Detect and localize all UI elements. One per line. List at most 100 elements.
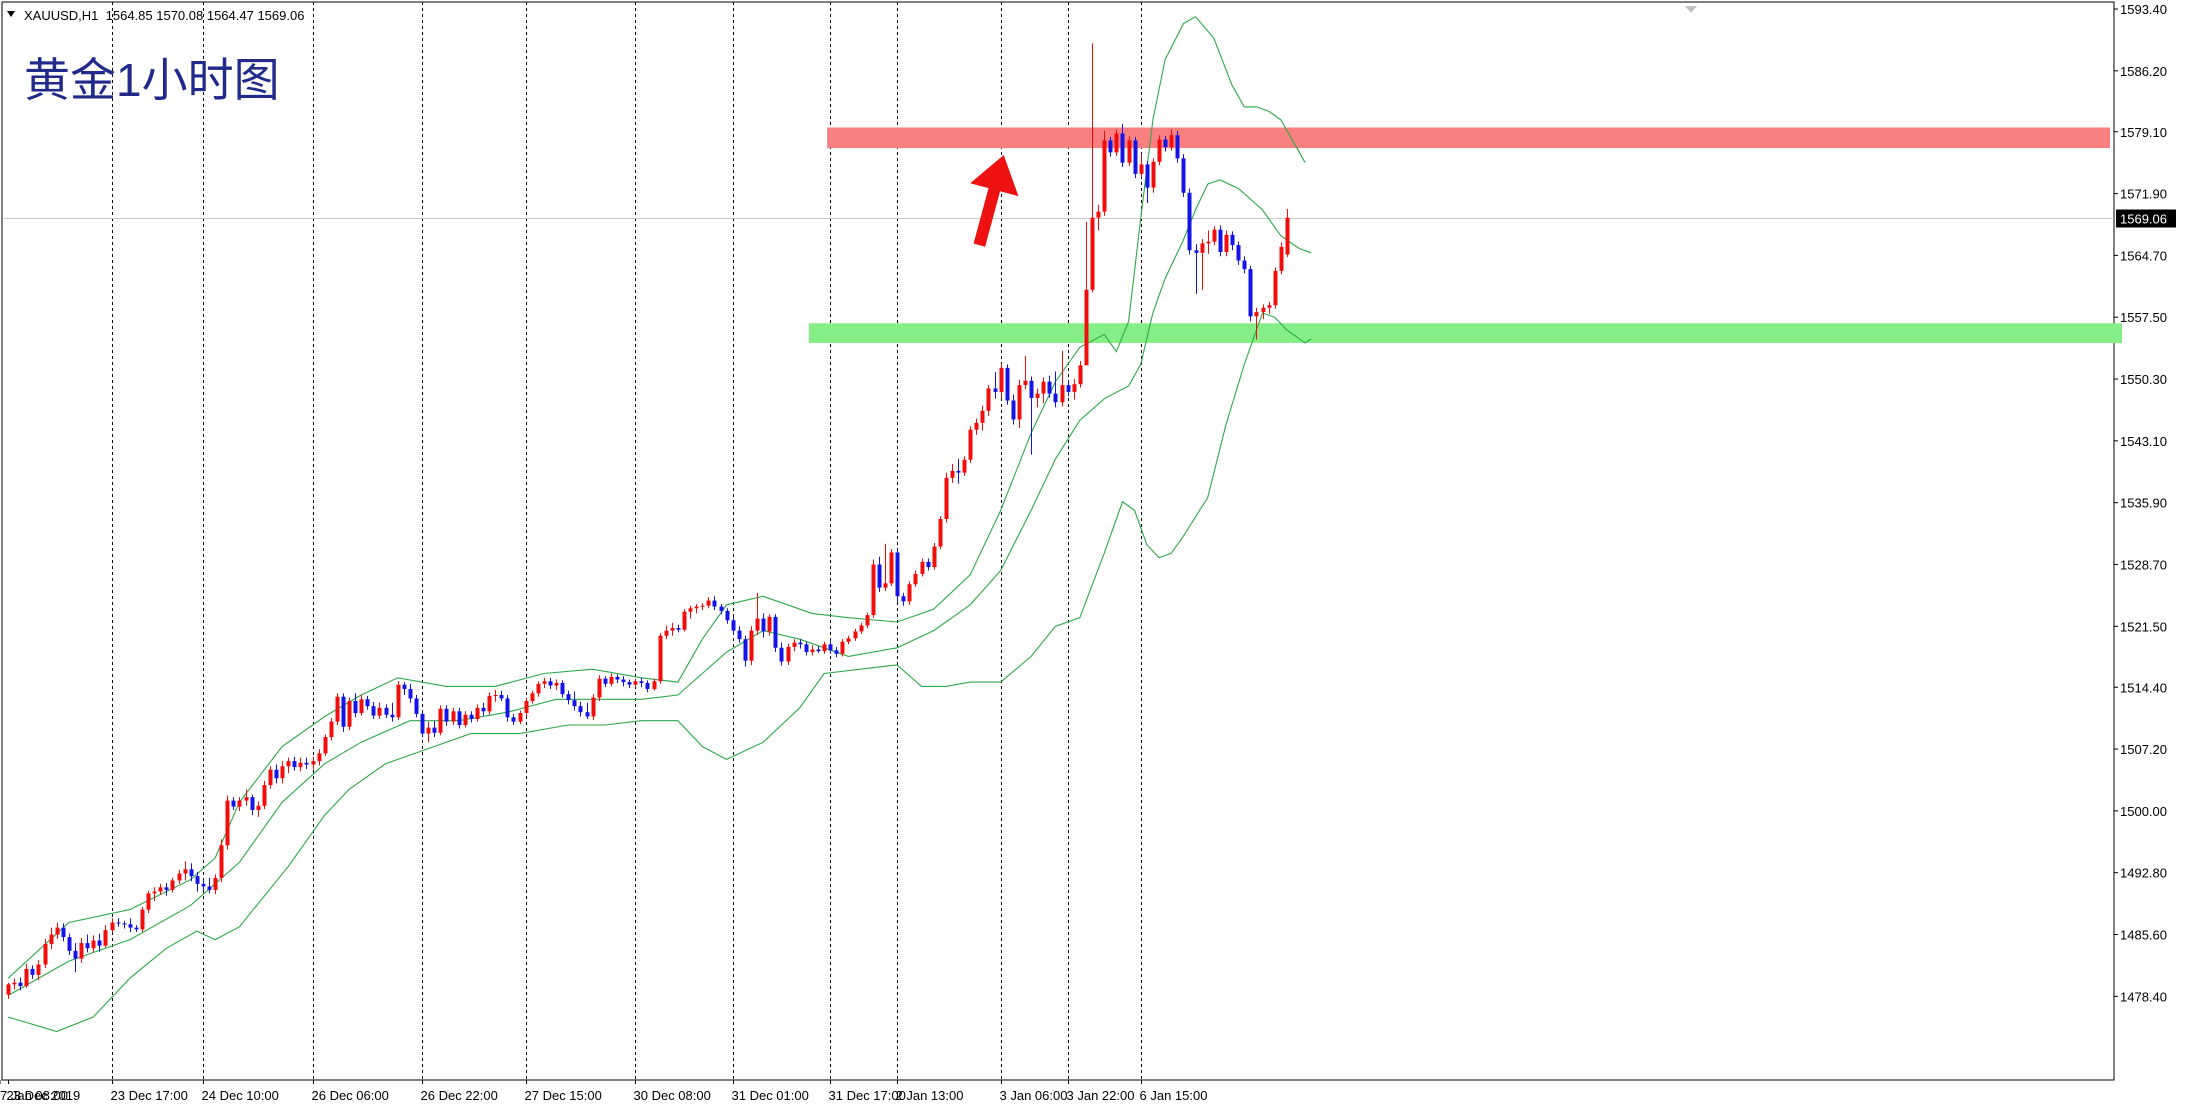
bull-candle [438,705,443,736]
candle-body [298,762,303,768]
bear-candle [828,638,833,654]
bull-candle [652,678,657,691]
bear-candle [116,918,121,927]
bull-candle [1285,209,1290,258]
candle-body [97,940,102,946]
candle-body [1090,217,1095,290]
price-axis-label: 1586.20 [2120,64,2167,79]
candle-body [530,693,535,701]
bull-candle [536,681,541,697]
bull-candle [79,937,84,963]
bear-candle [1242,256,1247,274]
bull-candle [36,960,41,981]
bull-candle [749,626,754,665]
bear-candle [798,639,803,649]
bear-candle [761,613,766,638]
bear-candle [1236,241,1241,265]
bull-candle [1096,204,1101,231]
candle-body [12,982,17,985]
symbol-dropdown-icon[interactable] [7,11,15,17]
bear-candle [18,977,23,991]
candle-body [779,647,784,662]
bull-candle [487,692,492,715]
candle-body [432,727,437,733]
time-axis-label: 26 Dec 06:00 [312,1088,389,1103]
candle-body [597,678,602,698]
candle-body [292,761,297,768]
candle-body [798,642,803,645]
bull-candle [1254,307,1259,340]
chart-frame [1,1,2115,1081]
bear-candle [956,458,961,484]
bear-candle [901,592,906,606]
candle-body [499,694,504,699]
bear-candle [85,934,90,953]
bull-candle [1279,242,1284,275]
candle-body [1041,381,1046,394]
candle-body [201,883,206,887]
candle-body [116,922,121,924]
candle-body [1096,211,1101,218]
chart-shift-marker-icon[interactable] [1685,6,1697,13]
bull-candle [170,877,175,893]
candles [6,43,1290,999]
candle-body [1029,380,1034,398]
bear-candle [164,883,169,896]
bull-candle [146,890,151,914]
candle-body [1066,385,1071,392]
price-zones [808,127,2123,343]
bull-candle [755,592,760,635]
bear-candle [414,694,419,718]
candle-body [1169,135,1174,148]
candle-body [1133,140,1138,174]
bear-candle [97,933,102,952]
bull-candle [706,597,711,609]
bull-candle [1139,153,1144,178]
bull-candle [12,978,17,990]
candle-body [1224,234,1229,252]
candle-body [444,708,449,722]
bull-candle [1267,301,1272,314]
bull-candle [43,938,48,969]
bull-candle [6,982,11,999]
bull-candle [1224,230,1229,257]
bull-candle [591,694,596,720]
candle-body [749,630,754,661]
bear-candle [1011,394,1016,425]
candle-body [822,644,827,652]
bull-candle [920,558,925,577]
bear-candle [834,646,839,658]
bull-candle [280,761,285,784]
candle-body [55,927,60,935]
bear-candle [676,624,681,633]
bollinger-lower-line [7,312,1312,1033]
candle-body [463,714,468,726]
bull-candle [1035,388,1040,408]
bull-candle [786,643,791,665]
bear-candle [61,923,66,942]
candle-body [688,608,693,612]
bull-candle [1060,350,1065,407]
candle-body [286,761,291,767]
price-axis-label: 1521.50 [2120,619,2167,634]
candle-body [1157,139,1162,162]
candle-body [993,388,998,392]
candle-body [85,943,90,949]
candle-body [420,713,425,734]
candle-body [1047,381,1052,394]
support-zone [808,323,2123,343]
candle-body [304,762,309,765]
candle-body [1273,270,1278,306]
candle-body [1206,241,1211,244]
bear-candle [548,677,553,689]
bear-candle [895,549,900,603]
candle-body [907,584,912,602]
candle-body [1120,133,1125,163]
bull-candle [329,718,334,741]
candle-body [834,650,839,654]
bear-candle [731,616,736,635]
candle-body [1072,384,1077,392]
time-axis-label: 31 Dec 01:00 [732,1088,809,1103]
up-arrow-icon [970,155,1019,247]
bear-candle [1120,124,1125,167]
